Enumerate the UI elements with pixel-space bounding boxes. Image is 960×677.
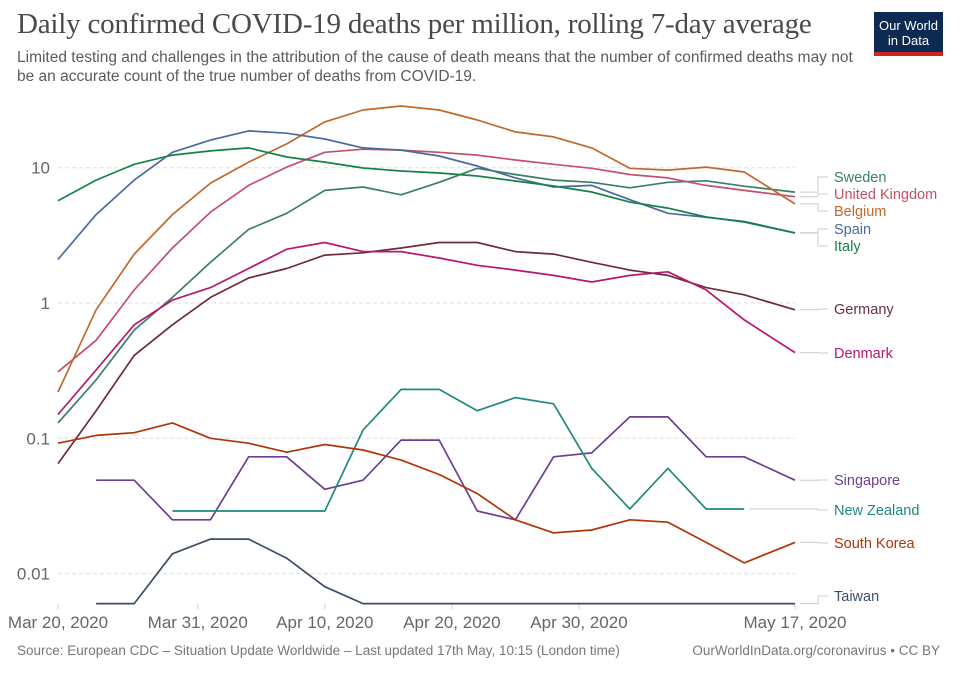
legend-connector bbox=[800, 308, 828, 311]
legend-label[interactable]: Italy bbox=[834, 239, 861, 255]
series-line-sweden[interactable] bbox=[57, 167, 796, 424]
chart-subtitle: Limited testing and challenges in the at… bbox=[17, 49, 853, 85]
x-tick-label: Mar 20, 2020 bbox=[8, 613, 108, 632]
y-tick-label: 0.1 bbox=[26, 429, 50, 448]
y-tick-label: 10 bbox=[31, 159, 50, 178]
legend-label[interactable]: South Korea bbox=[834, 536, 916, 552]
legend-connector bbox=[800, 232, 828, 247]
x-tick-label: Apr 30, 2020 bbox=[530, 613, 627, 632]
legend-connector bbox=[800, 228, 828, 234]
series-line-italy[interactable] bbox=[57, 147, 796, 234]
legend-connector bbox=[800, 203, 828, 212]
legend-label[interactable]: Spain bbox=[834, 222, 871, 238]
owid-logo[interactable]: Our World in Data bbox=[874, 12, 943, 56]
legend-label[interactable]: New Zealand bbox=[834, 503, 919, 519]
series-line-germany[interactable] bbox=[57, 241, 796, 465]
series-line-belgium[interactable] bbox=[57, 105, 796, 393]
series-line-denmark[interactable] bbox=[57, 241, 796, 416]
chart-title: Daily confirmed COVID-19 deaths per mill… bbox=[17, 8, 812, 40]
series-line-united-kingdom[interactable] bbox=[57, 148, 796, 373]
series-line-new-zealand[interactable] bbox=[172, 388, 745, 512]
x-tick-label: Apr 10, 2020 bbox=[276, 613, 373, 632]
legend-label[interactable]: Singapore bbox=[834, 473, 900, 489]
legend-label[interactable]: Sweden bbox=[834, 170, 886, 186]
legend-connector bbox=[749, 508, 828, 511]
legend-connector bbox=[800, 541, 828, 544]
x-tick-label: May 17, 2020 bbox=[743, 613, 846, 632]
legend-label[interactable]: United Kingdom bbox=[834, 187, 937, 203]
y-tick-label: 0.01 bbox=[17, 565, 50, 584]
series-line-taiwan[interactable] bbox=[96, 538, 795, 605]
y-tick-label: 1 bbox=[41, 294, 50, 313]
x-tick-label: Mar 31, 2020 bbox=[148, 613, 248, 632]
legend-label[interactable]: Belgium bbox=[834, 204, 886, 220]
x-tick-label: Apr 20, 2020 bbox=[403, 613, 500, 632]
legend-connector bbox=[800, 176, 828, 193]
source-link[interactable]: OurWorldInData.org/coronavirus • CC BY bbox=[692, 643, 940, 658]
series-line-spain[interactable] bbox=[57, 130, 796, 260]
legend-label[interactable]: Denmark bbox=[834, 346, 894, 362]
legend-connector bbox=[800, 595, 828, 605]
series-line-singapore[interactable] bbox=[96, 416, 796, 521]
source-note: Source: European CDC – Situation Update … bbox=[17, 643, 620, 658]
legend-label[interactable]: Taiwan bbox=[834, 589, 879, 605]
series-line-south-korea[interactable] bbox=[57, 422, 796, 564]
legend-connector bbox=[800, 193, 828, 198]
legend-label[interactable]: Germany bbox=[834, 302, 894, 318]
